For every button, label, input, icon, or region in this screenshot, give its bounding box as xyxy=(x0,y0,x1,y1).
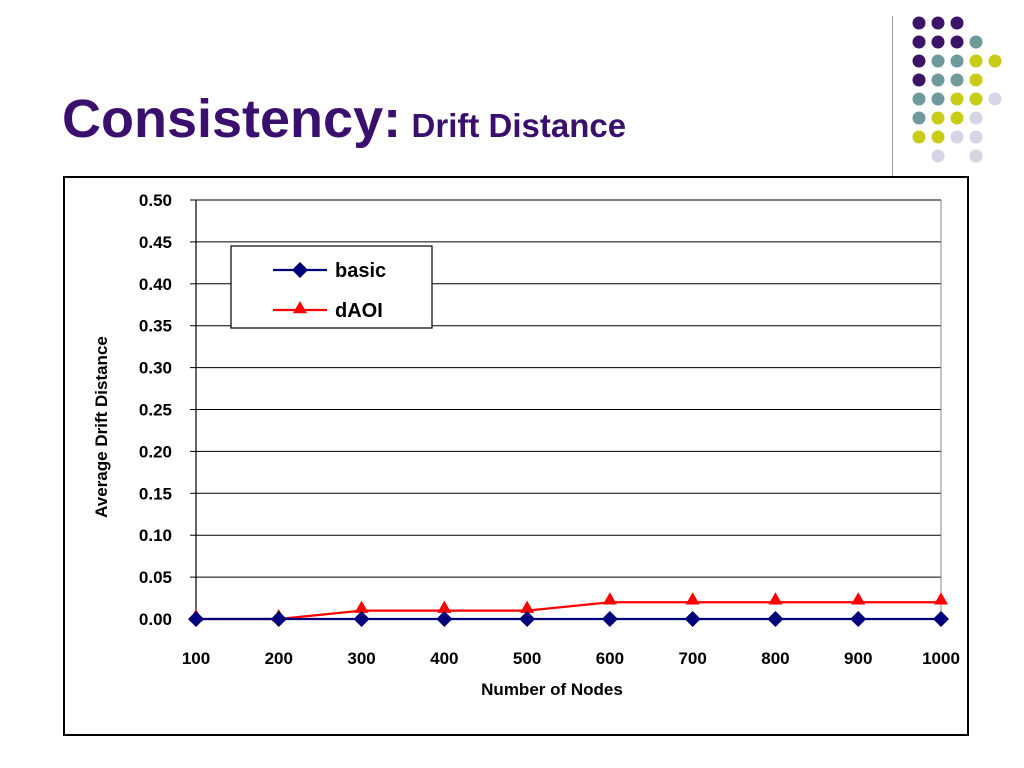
legend-label: basic xyxy=(335,260,386,282)
x-tick-label: 600 xyxy=(596,649,624,668)
decorative-dot xyxy=(950,16,964,30)
x-axis-label: Number of Nodes xyxy=(481,680,623,699)
decorative-dot xyxy=(931,130,945,144)
slide-title: Consistency: Drift Distance xyxy=(62,88,626,150)
y-tick-label: 0.35 xyxy=(139,317,172,336)
decorative-dot xyxy=(912,54,926,68)
decorative-dot xyxy=(931,54,945,68)
y-axis-label: Average Drift Distance xyxy=(92,336,111,518)
y-tick-label: 0.25 xyxy=(139,401,172,420)
data-point xyxy=(354,600,369,613)
decorative-divider xyxy=(892,16,893,176)
decorative-dot xyxy=(950,35,964,49)
decorative-dot xyxy=(912,130,926,144)
decorative-dot xyxy=(912,16,926,30)
decorative-dot xyxy=(950,92,964,106)
y-tick-label: 0.05 xyxy=(139,568,172,587)
drift-distance-chart: 0.00 0.05 0.10 0.15 0.20 0.25 0.30 0.35 0.40 0.45… xyxy=(92,191,960,699)
decorative-dot xyxy=(969,92,983,106)
data-point xyxy=(934,592,948,605)
x-tick-label: 300 xyxy=(347,649,375,668)
data-point xyxy=(270,611,287,627)
legend: basic dAOI xyxy=(230,245,433,329)
decorative-dot xyxy=(912,92,926,106)
x-tick-label: 700 xyxy=(678,649,706,668)
data-point xyxy=(436,611,453,627)
x-tick-label: 100 xyxy=(182,649,210,668)
decorative-dot xyxy=(912,111,926,125)
decorative-dot xyxy=(969,149,983,163)
data-point xyxy=(768,592,783,605)
x-tick-label: 200 xyxy=(265,649,293,668)
series xyxy=(188,592,949,627)
y-tick-label: 0.20 xyxy=(139,442,172,461)
decorative-dot xyxy=(969,130,983,144)
data-point xyxy=(188,611,204,627)
data-point xyxy=(850,611,867,627)
decorative-dot xyxy=(931,149,945,163)
x-tick-label: 500 xyxy=(513,649,541,668)
slide-title-sub: Drift Distance xyxy=(411,107,627,144)
decorative-dot xyxy=(931,111,945,125)
series-basic xyxy=(188,611,949,627)
y-tick-label: 0.50 xyxy=(139,191,172,210)
decorative-dot xyxy=(931,92,945,106)
legend-swatch-marker xyxy=(293,301,307,314)
y-tick-label: 0.40 xyxy=(139,275,172,294)
y-tick-label: 0.45 xyxy=(139,233,172,252)
decorative-dot xyxy=(969,111,983,125)
y-tick-label: 0.00 xyxy=(139,610,172,629)
decorative-dot xyxy=(988,92,1002,106)
data-point xyxy=(933,611,949,627)
data-point xyxy=(851,592,866,605)
decorative-dot xyxy=(950,111,964,125)
series-line xyxy=(196,601,941,621)
decorative-dot xyxy=(969,54,983,68)
gridlines xyxy=(196,199,942,619)
data-point xyxy=(684,611,701,627)
decorative-dot xyxy=(931,73,945,87)
decorative-dot xyxy=(950,54,964,68)
decorative-dot xyxy=(950,73,964,87)
data-point xyxy=(519,611,536,627)
data-point xyxy=(520,600,535,613)
decorative-dot xyxy=(969,73,983,87)
data-point xyxy=(767,611,784,627)
data-point xyxy=(685,592,700,605)
slide-title-main: Consistency: xyxy=(62,89,402,149)
decorative-dot xyxy=(931,35,945,49)
y-tick-label: 0.15 xyxy=(139,484,172,503)
decorative-dot xyxy=(988,54,1002,68)
y-tick-label: 0.30 xyxy=(139,359,172,378)
decorative-dot xyxy=(969,35,983,49)
data-point xyxy=(353,611,370,627)
y-tick-label: 0.10 xyxy=(139,526,172,545)
decorative-dot xyxy=(931,16,945,30)
legend-label: dAOI xyxy=(335,300,383,322)
decorative-dot xyxy=(912,73,926,87)
data-point xyxy=(602,592,617,605)
x-tick-label: 900 xyxy=(844,649,872,668)
data-point xyxy=(601,611,618,627)
x-tick-label: 1000 xyxy=(922,649,960,668)
x-tick-label: 400 xyxy=(430,649,458,668)
series-daoi xyxy=(189,592,948,622)
legend-box xyxy=(230,245,433,329)
decorative-dot xyxy=(912,35,926,49)
x-tick-label: 800 xyxy=(761,649,789,668)
chart-frame: 0.00 0.05 0.10 0.15 0.20 0.25 0.30 0.35 0.40 0.45… xyxy=(63,176,969,736)
legend-swatch-marker xyxy=(292,262,308,278)
data-point xyxy=(437,600,452,613)
decorative-dot xyxy=(950,130,964,144)
